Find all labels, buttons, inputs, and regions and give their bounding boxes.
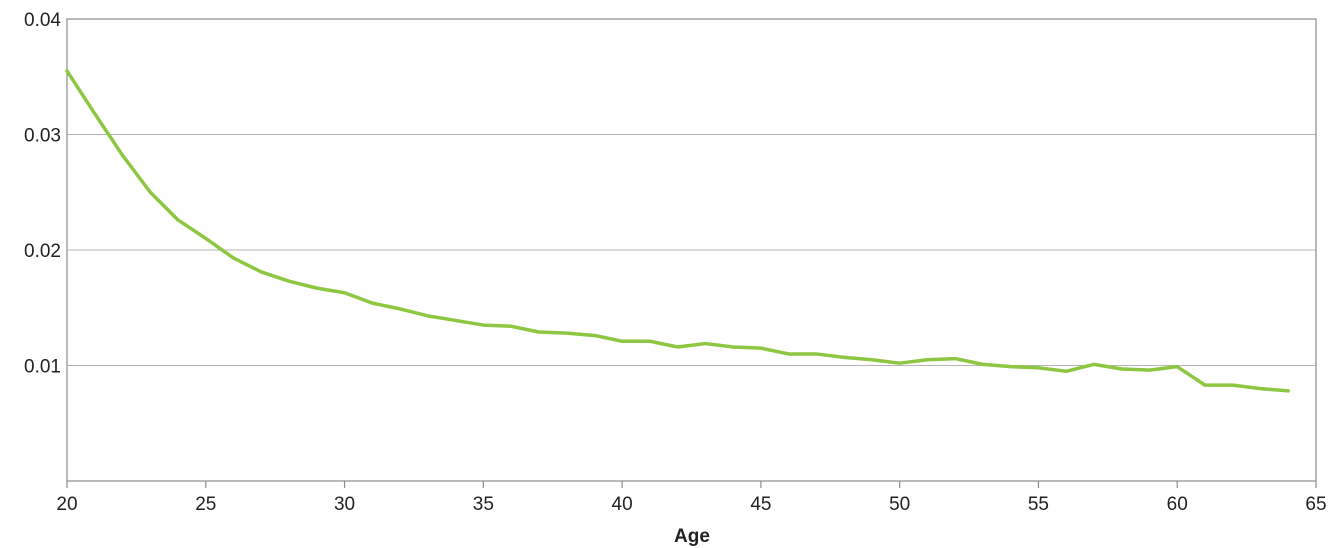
x-tick-label: 50: [889, 494, 910, 515]
plot-frame: [66, 18, 1317, 482]
series-layer: [65, 69, 1290, 393]
x-tick-label: 25: [195, 494, 216, 515]
x-tick-label: 30: [334, 494, 355, 515]
x-axis-title: Age: [674, 526, 710, 547]
y-tick-label: 0.03: [24, 126, 61, 147]
y-tick-label: 0.04: [24, 10, 61, 31]
x-tick-label: 35: [473, 494, 494, 515]
x-tick-label: 45: [750, 494, 771, 515]
y-axis-tick-labels: 0.01 0.02 0.03 0.04: [24, 10, 61, 378]
x-tick-label: 20: [56, 494, 77, 515]
x-tick-label: 65: [1305, 494, 1326, 515]
x-tick-label: 40: [612, 494, 633, 515]
gridlines: [67, 18, 1316, 366]
y-tick-label: 0.01: [24, 357, 61, 378]
x-axis-tick-labels: 20 25 30 35 40 45 50 55 60 65: [56, 481, 1327, 515]
y-tick-label: 0.02: [24, 241, 61, 262]
series-line: [65, 69, 1290, 393]
x-tick-label: 55: [1028, 494, 1049, 515]
x-tick-label: 60: [1167, 494, 1188, 515]
